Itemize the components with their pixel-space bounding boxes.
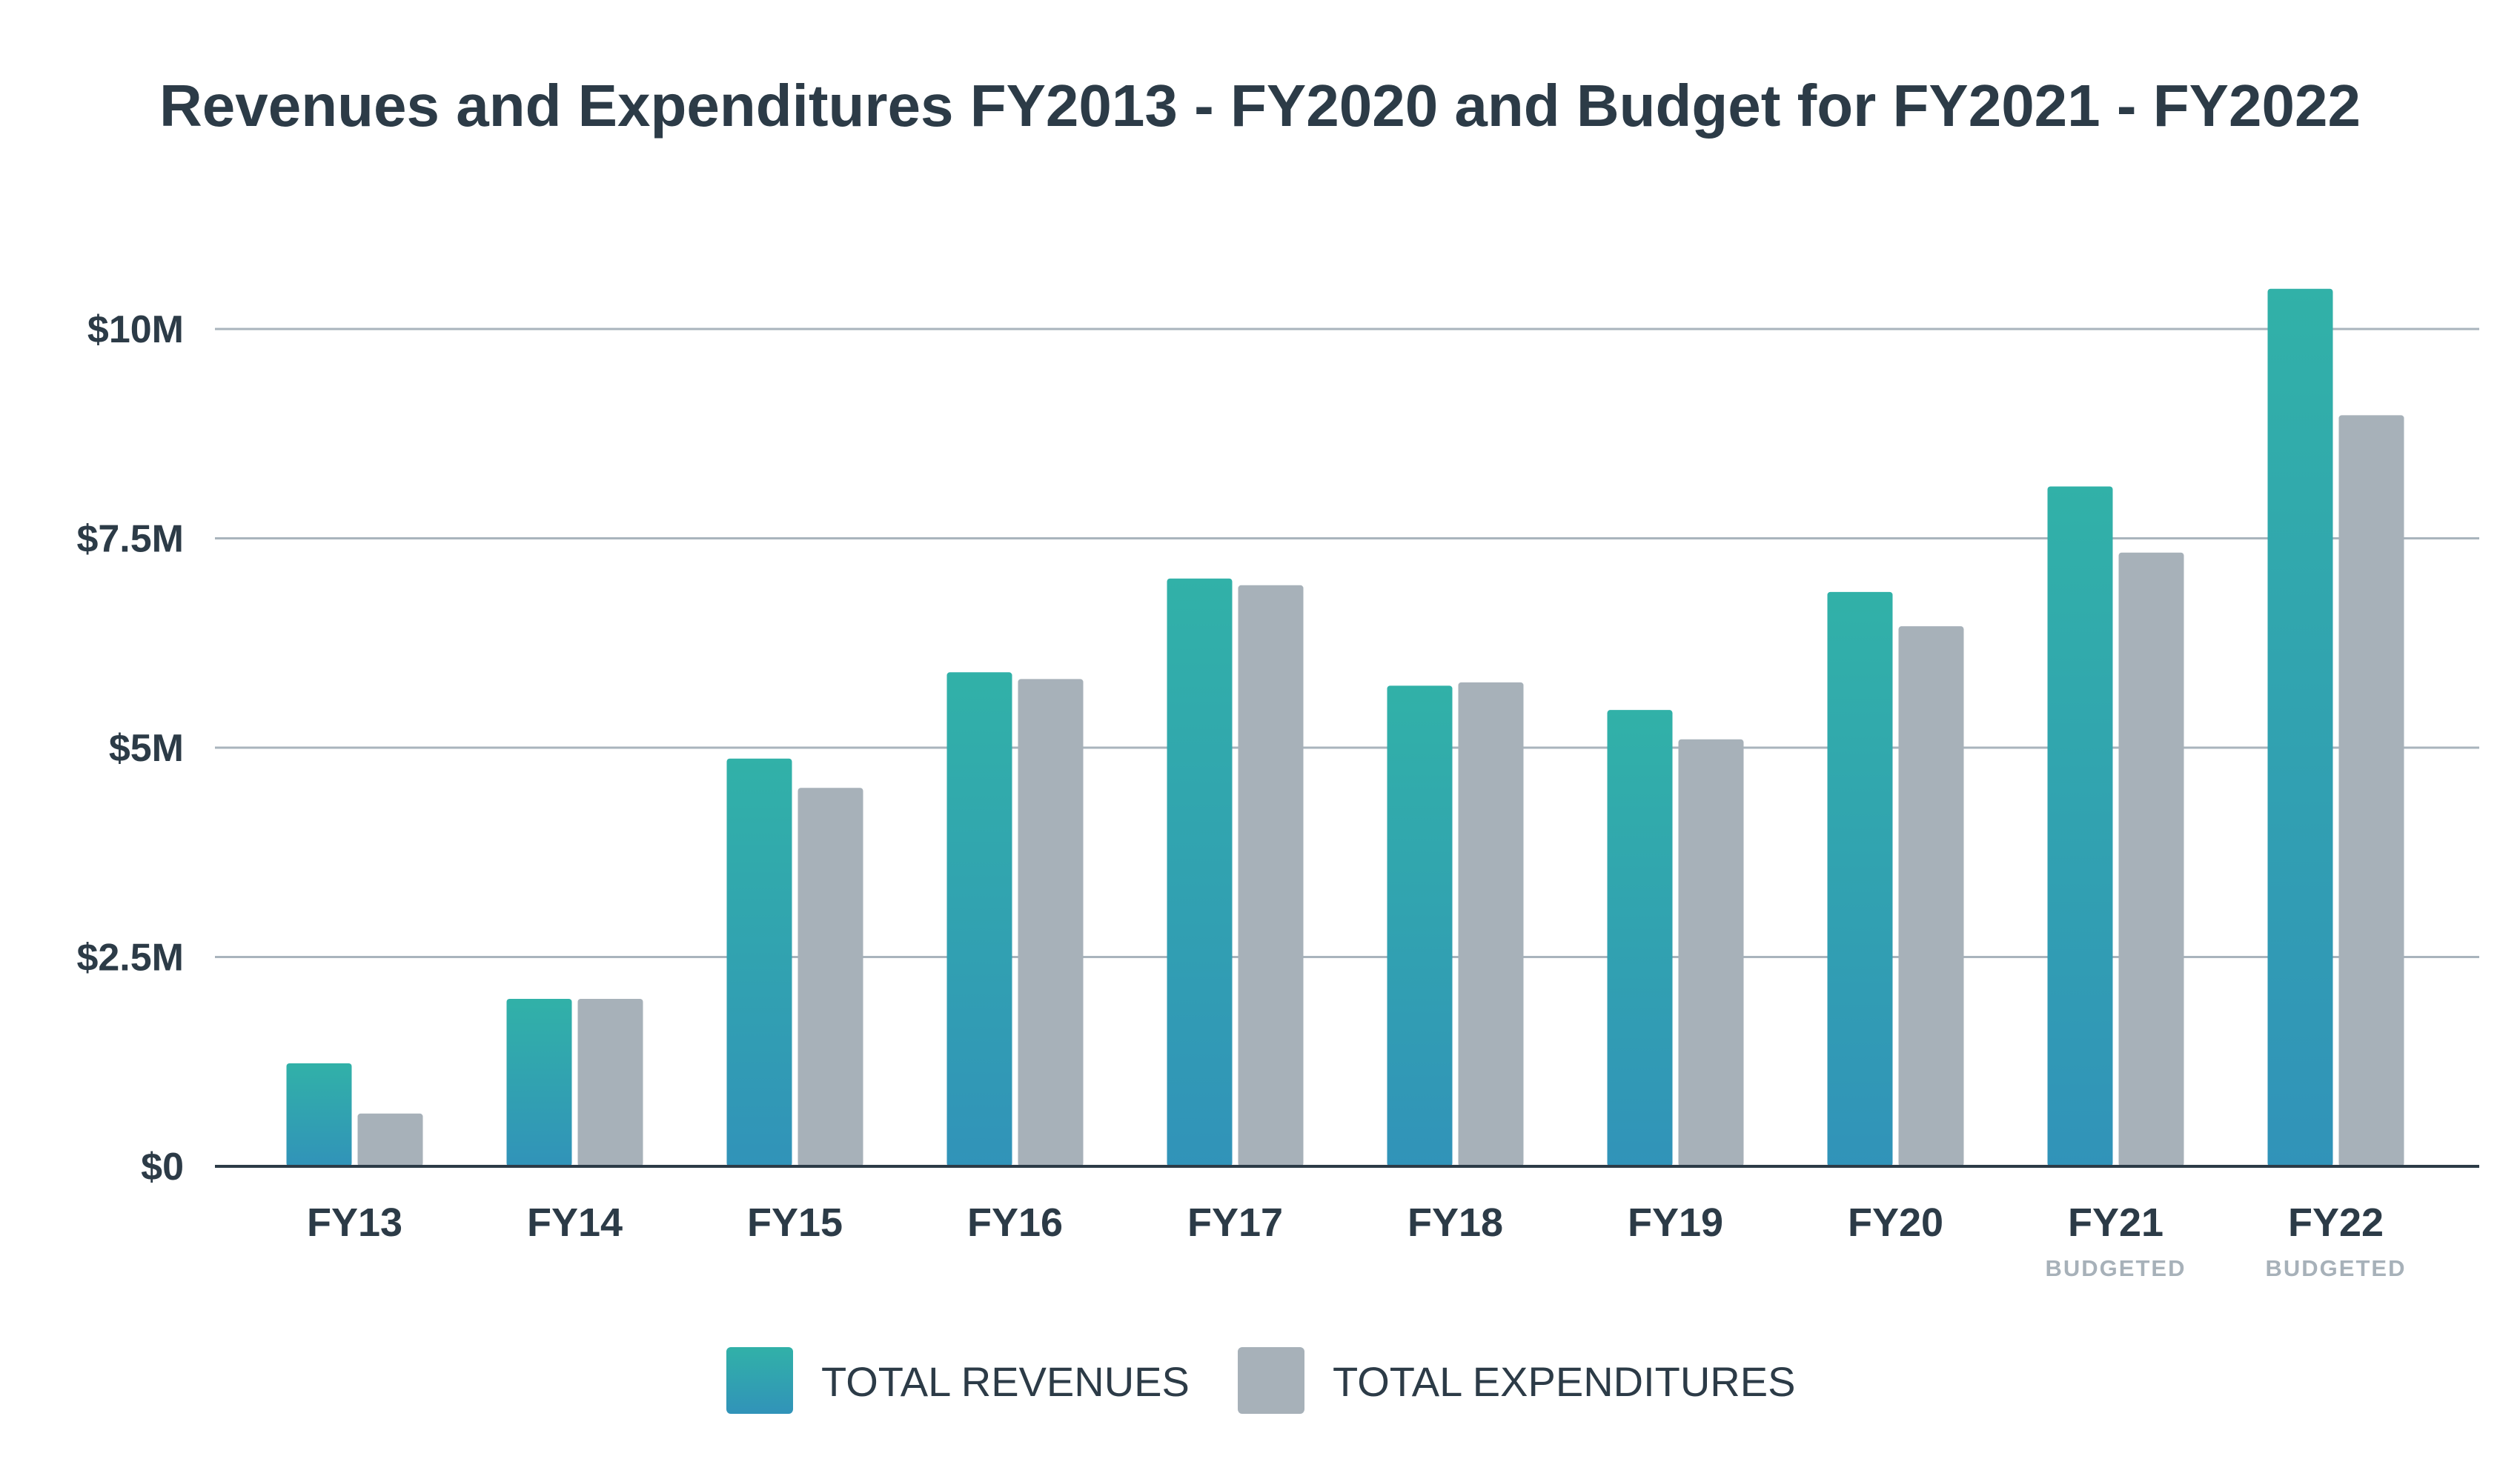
x-tick-label: FY19	[1628, 1200, 1723, 1245]
revenue-bar	[286, 1063, 352, 1166]
revenue-bar	[1827, 591, 1893, 1166]
expenditure-bar	[357, 1113, 423, 1166]
x-tick-label: FY21	[2068, 1200, 2163, 1245]
legend-label-expenditures: TOTAL EXPENDITURES	[1333, 1358, 1795, 1405]
expenditure-bar	[577, 999, 643, 1166]
y-tick-label: $10M	[87, 308, 184, 351]
axes: $0 $2.5M $5M $7.5M $10M FY13 FY14 FY15 FY16 FY17 F…	[76, 308, 2479, 1281]
x-tick-label: FY18	[1407, 1200, 1503, 1245]
x-tick-sublabel: BUDGETED	[2046, 1255, 2186, 1281]
expenditure-bar	[1018, 679, 1084, 1166]
expenditure-bar	[1238, 585, 1304, 1166]
chart-title: Revenues and Expenditures FY2013 - FY202…	[159, 73, 2361, 139]
legend-swatch-expenditures	[1238, 1347, 1304, 1414]
x-tick-label: FY20	[1848, 1200, 1943, 1245]
expenditure-bar	[798, 788, 863, 1166]
y-tick-label: $5M	[109, 727, 184, 770]
y-tick-label: $2.5M	[76, 937, 184, 980]
x-tick-label: FY13	[307, 1200, 402, 1245]
x-tick-label: FY17	[1187, 1200, 1283, 1245]
expenditure-bar	[2338, 415, 2404, 1166]
revenue-bar	[726, 758, 792, 1166]
y-tick-label: $7.5M	[76, 518, 184, 561]
revenue-bar	[1167, 578, 1233, 1166]
expenditure-bar	[1678, 739, 1744, 1166]
y-tick-label: $0	[141, 1146, 184, 1189]
revenue-bar	[2047, 486, 2113, 1166]
legend-label-revenues: TOTAL REVENUES	[821, 1358, 1190, 1405]
x-tick-label: FY14	[527, 1200, 623, 1245]
x-tick-label: FY22	[2288, 1200, 2384, 1245]
legend: TOTAL REVENUES TOTAL EXPENDITURES	[726, 1347, 1795, 1414]
bars	[286, 288, 2404, 1166]
revenue-bar	[1607, 710, 1673, 1166]
revenue-bar	[1387, 685, 1453, 1166]
revenue-bar	[946, 672, 1012, 1166]
expenditure-bar	[1898, 626, 1964, 1166]
x-tick-sublabel: BUDGETED	[2266, 1255, 2407, 1281]
expenditure-bar	[1458, 682, 1524, 1166]
revenue-bar	[2267, 288, 2333, 1166]
legend-swatch-revenues	[726, 1347, 793, 1414]
expenditure-bar	[2118, 552, 2184, 1166]
x-tick-label: FY15	[747, 1200, 843, 1245]
x-tick-label: FY16	[967, 1200, 1063, 1245]
revenue-bar	[506, 999, 572, 1166]
